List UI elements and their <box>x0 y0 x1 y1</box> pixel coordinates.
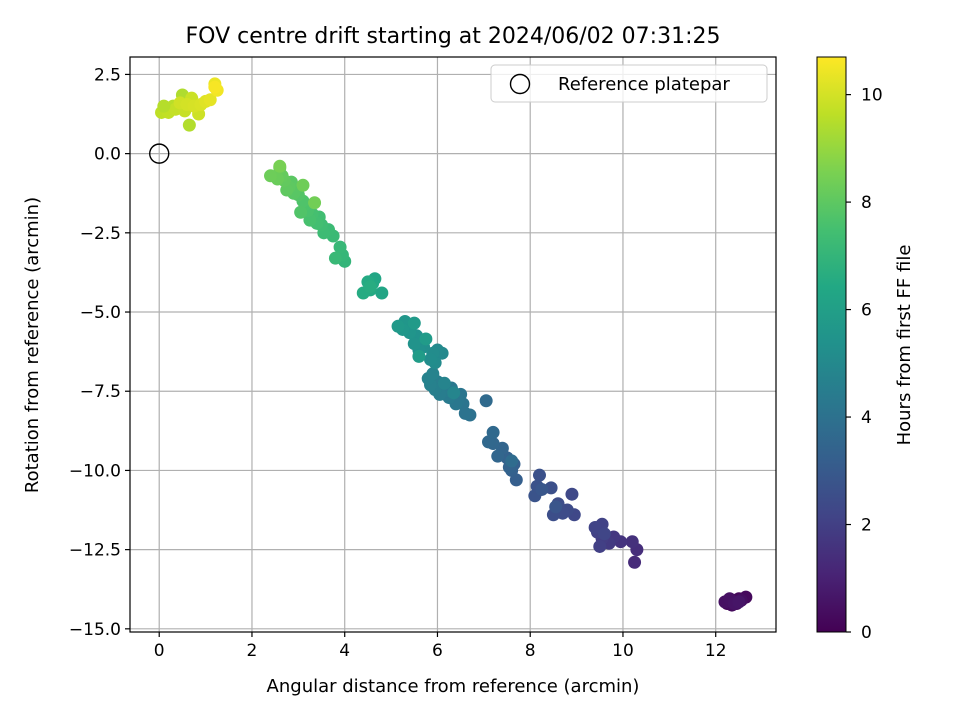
x-tick-label: 4 <box>339 641 350 661</box>
scatter-point <box>426 367 440 381</box>
scatter-point <box>182 118 196 132</box>
scatter-point <box>391 319 405 333</box>
scatter-point <box>549 500 563 514</box>
y-tick-label: 2.5 <box>94 65 121 85</box>
y-tick-label: −10.0 <box>69 461 121 481</box>
scatter-point <box>732 595 746 609</box>
chart-title: FOV centre drift starting at 2024/06/02 … <box>186 24 721 49</box>
scatter-point <box>486 425 500 439</box>
y-tick-label: −12.5 <box>69 541 121 561</box>
y-tick-label: −7.5 <box>80 382 121 402</box>
scatter-point <box>294 205 308 219</box>
scatter-point <box>532 468 546 482</box>
colorbar-tick-label: 4 <box>861 408 872 428</box>
colorbar-tick-label: 10 <box>861 86 883 106</box>
reference-platepar-marker <box>149 143 170 164</box>
legend: Reference platepar <box>490 64 768 103</box>
legend-box <box>490 64 768 103</box>
scatter-point <box>419 332 433 346</box>
scatter-point <box>491 449 505 463</box>
scatter-point <box>157 99 171 113</box>
y-tick-label: −15.0 <box>69 620 121 640</box>
scatter-point <box>328 251 342 265</box>
scatter-point <box>264 169 278 183</box>
scatter-point <box>296 178 310 192</box>
legend-entry-label: Reference platepar <box>558 74 730 95</box>
x-tick-label: 12 <box>705 641 727 661</box>
colorbar-tick-label: 6 <box>861 301 872 321</box>
scatter-point <box>565 487 579 501</box>
scatter-point <box>628 555 642 569</box>
scatter-point <box>437 376 451 390</box>
scatter-point <box>479 394 493 408</box>
x-tick-label: 10 <box>612 641 634 661</box>
colorbar-bar <box>816 56 847 633</box>
scatter-point <box>597 527 611 541</box>
scatter-point <box>588 520 602 534</box>
scatter-point <box>412 349 426 363</box>
data-points <box>155 77 753 612</box>
y-tick-label: 0.0 <box>94 145 121 165</box>
legend-reference-marker <box>509 73 531 95</box>
colorbar-label: Hours from first FF file <box>894 245 915 446</box>
y-tick-label: −5.0 <box>80 303 121 323</box>
reference-marker-layer <box>149 143 170 164</box>
colorbar-tick-label: 2 <box>861 516 872 536</box>
scatter-point <box>375 286 389 300</box>
scatter-point <box>407 316 421 330</box>
scatter-point <box>535 482 549 496</box>
scatter-point <box>203 93 217 107</box>
x-tick-label: 6 <box>432 641 443 661</box>
grid <box>130 57 776 632</box>
scatter-point <box>333 240 347 254</box>
scatter-point <box>273 159 287 173</box>
scatter-point <box>363 280 377 294</box>
colorbar-ticks: 0 2 4 6 8 10 <box>846 86 883 643</box>
plot-frame <box>129 56 777 633</box>
scatter-point <box>208 80 222 94</box>
scatter-point <box>447 386 461 400</box>
x-tick-label: 0 <box>154 641 165 661</box>
x-axis-ticks: 0 2 4 6 8 10 12 <box>154 632 727 661</box>
colorbar-tick-label: 8 <box>861 193 872 213</box>
colorbar-tick-label: 0 <box>861 623 872 643</box>
scatter-point <box>407 337 421 351</box>
x-axis-label: Angular distance from reference (arcmin) <box>267 676 640 697</box>
scatter-point <box>308 196 322 210</box>
scatter-point <box>424 353 438 367</box>
y-tick-label: −2.5 <box>80 224 121 244</box>
y-axis-ticks: 2.5 0.0 −2.5 −5.0 −7.5 −10.0 −12.5 −15.0 <box>69 65 130 640</box>
scatter-point <box>505 454 519 468</box>
x-tick-label: 2 <box>247 641 258 661</box>
scatter-point <box>625 535 639 549</box>
scatter-point <box>593 539 607 553</box>
x-tick-label: 8 <box>525 641 536 661</box>
y-axis-label: Rotation from reference (arcmin) <box>22 197 43 493</box>
colorbar: 0 2 4 6 8 10 Hours from first FF file <box>816 56 915 643</box>
